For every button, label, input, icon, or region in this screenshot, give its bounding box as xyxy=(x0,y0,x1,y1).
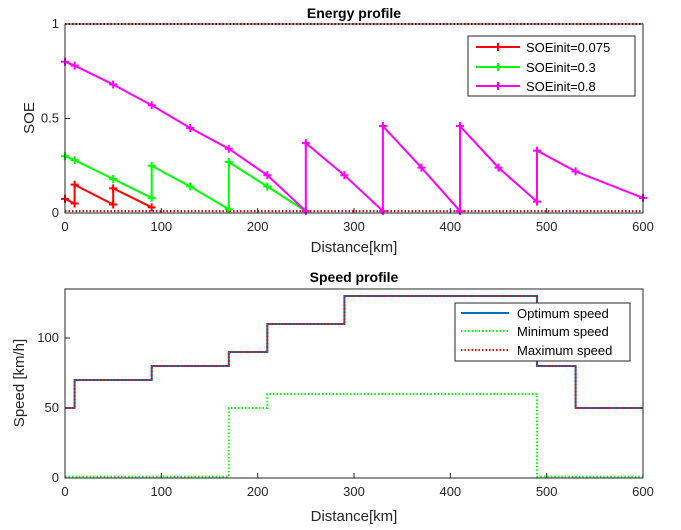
data-point-soeinit-0-8 xyxy=(224,144,233,153)
energy-legend: SOEinit=0.075 SOEinit=0.3 SOEinit=0.8 xyxy=(467,35,636,97)
legend-label-soeinit-0075: SOEinit=0.075 xyxy=(526,40,610,55)
energy-y-tick-label: 0.5 xyxy=(41,111,59,126)
data-point-soeinit-0-3 xyxy=(109,174,118,183)
speed-x-tick-label: 0 xyxy=(61,484,68,499)
data-point-soeinit-0-075 xyxy=(109,200,118,209)
speed-x-ticks: 0 100 200 300 400 500 600 xyxy=(61,473,654,499)
data-point-soeinit-0-8 xyxy=(571,167,580,176)
legend-entry-optimum-speed: Optimum speed xyxy=(461,306,609,321)
data-point-soeinit-0-3 xyxy=(224,205,233,214)
speed-x-tick-label: 400 xyxy=(439,484,461,499)
speed-x-tick-label: 100 xyxy=(150,484,172,499)
data-point-soeinit-0-8 xyxy=(417,163,426,172)
energy-x-tick-label: 400 xyxy=(439,219,461,234)
speed-y-tick-label: 100 xyxy=(37,330,59,345)
data-point-soeinit-0-8 xyxy=(533,197,542,206)
legend-label-maximum-speed: Maximum speed xyxy=(517,343,612,358)
data-point-soeinit-0-8 xyxy=(186,123,195,132)
legend-entry-soeinit-08: SOEinit=0.8 xyxy=(476,79,596,94)
energy-x-tick-label: 200 xyxy=(247,219,269,234)
energy-x-tick-label: 600 xyxy=(632,219,654,234)
energy-profile-panel: Energy profile Distance[km] SOE 0 100 200 3… xyxy=(21,5,654,256)
speed-x-tick-label: 500 xyxy=(536,484,558,499)
speed-profile-title: Speed profile xyxy=(310,269,399,285)
energy-series xyxy=(61,57,647,216)
energy-x-tick-label: 500 xyxy=(536,219,558,234)
energy-x-ticks: 0 100 200 300 400 500 600 xyxy=(61,208,654,234)
data-point-soeinit-0-8 xyxy=(147,101,156,110)
data-point-soeinit-0-8 xyxy=(455,207,464,216)
energy-y-axis-label: SOE xyxy=(21,102,38,134)
speed-x-tick-label: 200 xyxy=(247,484,269,499)
data-point-soeinit-0-3 xyxy=(263,182,272,191)
speed-x-tick-label: 300 xyxy=(343,484,365,499)
legend-label-soeinit-08: SOEinit=0.8 xyxy=(526,79,596,94)
legend-entry-minimum-speed: Minimum speed xyxy=(461,324,609,339)
energy-x-axis-label: Distance[km] xyxy=(311,239,398,256)
energy-y-tick-label: 0 xyxy=(52,205,59,220)
plus-marker-icon xyxy=(494,43,502,51)
energy-x-tick-label: 100 xyxy=(150,219,172,234)
data-point-soeinit-0-075 xyxy=(70,180,79,189)
data-point-soeinit-0-8 xyxy=(378,122,387,131)
data-point-soeinit-0-8 xyxy=(340,171,349,180)
legend-entry-soeinit-03: SOEinit=0.3 xyxy=(476,60,596,75)
speed-y-ticks: 0 50 100 xyxy=(37,330,70,485)
data-point-soeinit-0-8 xyxy=(109,80,118,89)
energy-profile-title: Energy profile xyxy=(307,5,401,21)
data-point-soeinit-0-3 xyxy=(186,182,195,191)
energy-y-tick-label: 1 xyxy=(52,16,59,31)
legend-entry-maximum-speed: Maximum speed xyxy=(461,343,612,358)
speed-y-tick-label: 50 xyxy=(45,400,59,415)
data-point-soeinit-0-075 xyxy=(147,203,156,212)
plus-marker-icon xyxy=(494,82,502,90)
data-point-soeinit-0-8 xyxy=(301,207,310,216)
data-point-soeinit-0-8 xyxy=(70,61,79,70)
data-point-soeinit-0-3 xyxy=(70,156,79,165)
data-point-soeinit-0-8 xyxy=(533,146,542,155)
legend-entry-soeinit-0075: SOEinit=0.075 xyxy=(476,40,610,55)
data-point-soeinit-0-8 xyxy=(455,122,464,131)
legend-label-soeinit-03: SOEinit=0.3 xyxy=(526,60,596,75)
series-line-minimum-speed xyxy=(65,393,643,478)
plus-marker-icon xyxy=(494,63,502,71)
speed-legend: Optimum speed Minimum speed Maximum spee… xyxy=(454,302,631,362)
data-point-soeinit-0-8 xyxy=(494,163,503,172)
speed-axes-frame xyxy=(64,288,644,479)
speed-x-tick-label: 600 xyxy=(632,484,654,499)
speed-y-axis-label: Speed [km/h] xyxy=(11,339,28,427)
data-point-soeinit-0-3 xyxy=(147,161,156,170)
data-point-soeinit-0-075 xyxy=(109,184,118,193)
data-point-soeinit-0-8 xyxy=(301,139,310,148)
energy-x-tick-label: 300 xyxy=(343,219,365,234)
data-point-soeinit-0-8 xyxy=(378,207,387,216)
series-line-soeinit-0-8 xyxy=(64,60,644,214)
series-line-soeinit-0-3 xyxy=(64,155,307,212)
energy-x-tick-label: 0 xyxy=(61,219,68,234)
speed-profile-panel: Speed profile Distance[km] Speed [km/h] … xyxy=(11,269,654,525)
data-point-soeinit-0-8 xyxy=(263,171,272,180)
data-point-soeinit-0-3 xyxy=(224,157,233,166)
speed-series xyxy=(65,295,643,478)
speed-y-tick-label: 0 xyxy=(52,470,59,485)
speed-x-axis-label: Distance[km] xyxy=(311,508,398,525)
legend-label-optimum-speed: Optimum speed xyxy=(517,306,609,321)
energy-axes-frame xyxy=(64,23,644,214)
series-line-maximum-speed xyxy=(65,295,643,409)
legend-label-minimum-speed: Minimum speed xyxy=(517,324,609,339)
data-point-soeinit-0-3 xyxy=(147,193,156,202)
data-point-soeinit-0-075 xyxy=(70,199,79,208)
